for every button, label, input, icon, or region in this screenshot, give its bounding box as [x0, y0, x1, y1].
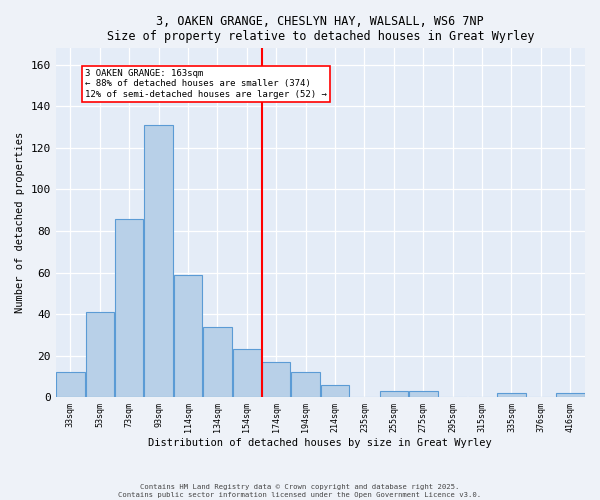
Bar	[233, 350, 261, 397]
Bar	[115, 218, 143, 397]
X-axis label: Distribution of detached houses by size in Great Wyrley: Distribution of detached houses by size …	[148, 438, 492, 448]
Bar	[145, 125, 173, 397]
Title: 3, OAKEN GRANGE, CHESLYN HAY, WALSALL, WS6 7NP
Size of property relative to deta: 3, OAKEN GRANGE, CHESLYN HAY, WALSALL, W…	[107, 15, 534, 43]
Bar	[497, 393, 526, 397]
Text: 3 OAKEN GRANGE: 163sqm
← 88% of detached houses are smaller (374)
12% of semi-de: 3 OAKEN GRANGE: 163sqm ← 88% of detached…	[85, 69, 327, 99]
Bar	[321, 384, 349, 397]
Bar	[56, 372, 85, 397]
Text: Contains HM Land Registry data © Crown copyright and database right 2025.
Contai: Contains HM Land Registry data © Crown c…	[118, 484, 482, 498]
Bar	[262, 362, 290, 397]
Y-axis label: Number of detached properties: Number of detached properties	[15, 132, 25, 314]
Bar	[292, 372, 320, 397]
Bar	[174, 274, 202, 397]
Bar	[86, 312, 114, 397]
Bar	[203, 326, 232, 397]
Bar	[409, 391, 437, 397]
Bar	[380, 391, 408, 397]
Bar	[556, 393, 584, 397]
